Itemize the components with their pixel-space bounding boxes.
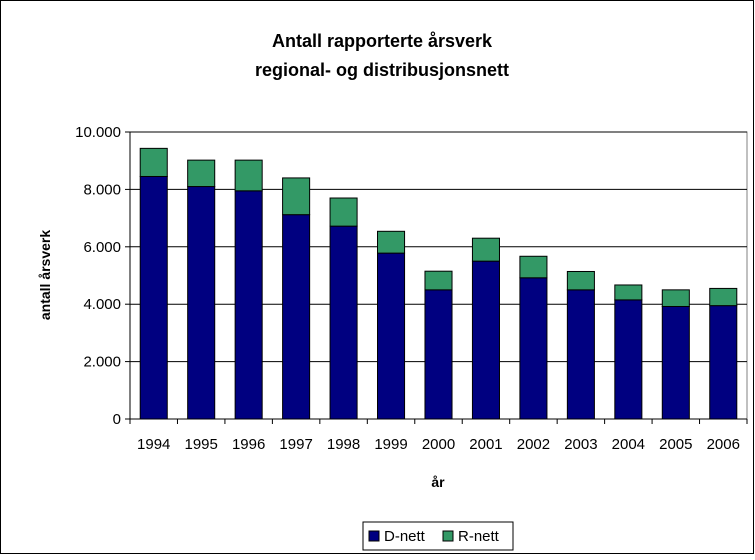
x-tick-label-2002: 2002 [517, 436, 550, 453]
bar-d-nett-2004 [614, 299, 643, 420]
x-axis-label: år [431, 474, 445, 490]
x-tick-label-1995: 1995 [185, 436, 218, 453]
bar-d-nett-1997 [282, 214, 311, 420]
bar-r-nett-2002 [519, 255, 548, 279]
y-tick-label-0: 0 [113, 411, 121, 428]
bar-r-nett-2006 [709, 287, 738, 307]
bar-r-nett-1999 [377, 230, 406, 254]
bar-d-nett-2002 [519, 277, 548, 420]
x-tick-label-2003: 2003 [564, 436, 597, 453]
y-tick-label-4000: 4.000 [83, 296, 121, 313]
legend: D-nett R-nett [362, 521, 514, 551]
bar-r-nett-2004 [614, 284, 643, 301]
bars [139, 147, 738, 420]
x-tick-label-1999: 1999 [374, 436, 407, 453]
bar-d-nett-2000 [424, 289, 453, 420]
y-tick-label-10000: 10.000 [75, 124, 121, 141]
bar-r-nett-1994 [139, 147, 168, 177]
x-tick-label-1997: 1997 [279, 436, 312, 453]
legend-swatch-r-nett [442, 530, 454, 542]
y-tick-label-8000: 8.000 [83, 181, 121, 198]
legend-swatch-d-nett [368, 530, 380, 542]
bar-r-nett-1995 [187, 159, 216, 188]
bar-r-nett-1996 [234, 159, 263, 192]
bar-r-nett-2000 [424, 270, 453, 291]
x-tick-label-2005: 2005 [659, 436, 692, 453]
x-tick-label-2006: 2006 [707, 436, 740, 453]
y-axis-ticks: 0 2.000 4.000 6.000 8.000 10.000 [75, 124, 130, 428]
bar-d-nett-1994 [139, 175, 168, 420]
legend-box [362, 521, 514, 551]
bar-d-nett-2005 [661, 305, 690, 420]
x-tick-label-1996: 1996 [232, 436, 265, 453]
x-tick-label-1994: 1994 [137, 436, 170, 453]
y-tick-label-2000: 2.000 [83, 354, 121, 371]
bar-d-nett-1995 [187, 186, 216, 420]
bar-d-nett-1996 [234, 190, 263, 420]
x-axis-ticks: 1994 1995 1996 1997 1998 1999 2000 2001 2002 2003… [129, 419, 748, 453]
legend-label-r-nett: R-nett [458, 528, 500, 545]
y-tick-label-6000: 6.000 [83, 239, 121, 256]
legend-label-d-nett: D-nett [384, 528, 426, 545]
x-tick-label-2000: 2000 [422, 436, 455, 453]
chart-title-line-1: Antall rapporterte årsverk [272, 31, 493, 51]
chart-title-line-2: regional- og distribusjonsnett [255, 60, 509, 80]
bar-d-nett-1998 [329, 225, 358, 420]
bar-d-nett-2006 [709, 305, 738, 420]
bar-r-nett-2005 [661, 289, 690, 307]
bar-r-nett-2003 [566, 270, 595, 291]
bar-r-nett-1998 [329, 197, 358, 227]
x-tick-label-2001: 2001 [469, 436, 502, 453]
x-tick-label-2004: 2004 [612, 436, 645, 453]
bar-r-nett-2001 [471, 237, 500, 262]
bar-d-nett-2001 [471, 260, 500, 420]
bar-d-nett-1999 [377, 252, 406, 420]
x-tick-label-1998: 1998 [327, 436, 360, 453]
bar-r-nett-1997 [282, 177, 311, 216]
y-axis-label: antall årsverk [37, 230, 53, 320]
bar-d-nett-2003 [566, 289, 595, 420]
